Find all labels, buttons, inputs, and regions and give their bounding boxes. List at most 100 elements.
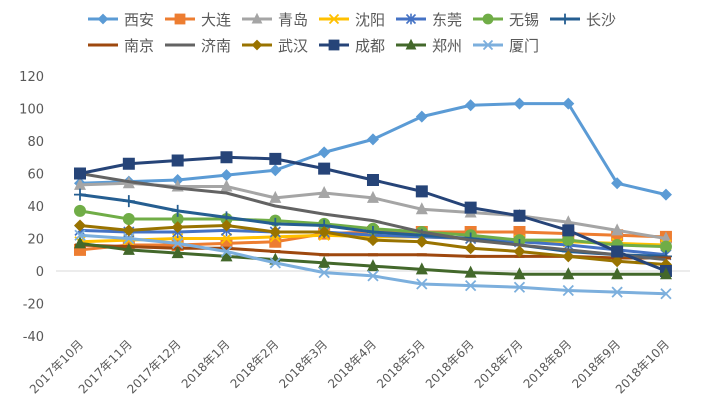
data-point [482, 39, 494, 51]
data-point [415, 235, 428, 248]
data-point [97, 13, 109, 25]
x-tick-label: 2018年6月 [423, 337, 477, 391]
legend-item: 武汉 [242, 37, 308, 55]
data-point [74, 177, 86, 190]
data-point [415, 110, 428, 123]
legend-label: 厦门 [509, 37, 539, 55]
data-point [562, 250, 575, 263]
legend-item: 西安 [88, 11, 154, 29]
data-point [74, 188, 86, 201]
data-point [122, 195, 135, 208]
data-point [251, 39, 263, 51]
legend-item: 郑州 [396, 37, 462, 55]
legend-item: 厦门 [473, 37, 539, 55]
data-point [328, 39, 340, 51]
data-point [562, 234, 575, 247]
data-point [220, 169, 233, 182]
data-point [220, 219, 233, 232]
series-成都 [74, 151, 672, 277]
data-point [171, 246, 184, 259]
data-point [318, 146, 331, 159]
data-point [659, 240, 672, 253]
data-point [74, 204, 86, 217]
y-tick-label: 60 [27, 168, 44, 183]
data-point [513, 97, 526, 110]
data-point [318, 255, 331, 268]
legend-label: 郑州 [432, 37, 462, 55]
legend-item: 沈阳 [319, 11, 385, 29]
data-point [464, 201, 477, 214]
legend-item: 成都 [319, 37, 385, 55]
data-point [659, 267, 672, 280]
legend-item: 长沙 [550, 11, 616, 29]
data-point [318, 162, 331, 175]
x-tick-label: 2018年8月 [521, 337, 575, 391]
data-point [318, 266, 330, 279]
data-point [123, 232, 135, 245]
data-point [220, 249, 233, 262]
data-point [269, 164, 282, 177]
data-point [74, 219, 86, 232]
data-point [415, 185, 428, 198]
data-point [171, 204, 184, 217]
data-point [366, 190, 379, 203]
data-point [122, 213, 135, 225]
x-tick-label: 2018年3月 [276, 337, 330, 391]
legend-label: 无锡 [509, 11, 539, 29]
data-point [366, 234, 379, 247]
data-point [611, 286, 623, 298]
legend-item: 青岛 [242, 11, 308, 29]
data-point [562, 224, 575, 237]
data-point [513, 281, 526, 293]
data-point [220, 232, 233, 245]
data-point [482, 13, 494, 25]
data-point [611, 177, 624, 190]
x-tick-label: 2018年5月 [374, 337, 428, 391]
data-point [318, 186, 331, 198]
legend-label: 武汉 [278, 37, 308, 55]
data-point [562, 267, 575, 280]
data-point [611, 223, 624, 236]
y-tick-label: 20 [27, 233, 44, 248]
data-point [513, 267, 526, 280]
data-point [122, 224, 135, 237]
data-point [74, 167, 86, 180]
legend-item: 大连 [165, 11, 231, 29]
legend-label: 青岛 [278, 11, 308, 29]
series-厦门 [74, 229, 672, 300]
data-point [122, 242, 135, 255]
data-point [367, 270, 379, 282]
y-tick-label: -40 [23, 330, 44, 345]
series-line [79, 172, 667, 262]
data-point [328, 13, 340, 25]
data-point [251, 12, 263, 24]
data-point [220, 245, 233, 258]
data-point [74, 236, 86, 249]
data-point [74, 229, 86, 241]
data-point [559, 13, 571, 25]
x-tick-label: 2018年7月 [472, 337, 526, 391]
y-tick-label: 100 [19, 103, 44, 118]
data-point [464, 265, 477, 278]
legend-label: 南京 [124, 37, 154, 55]
x-tick-label: 2018年2月 [228, 337, 282, 391]
data-point [269, 257, 281, 269]
y-axis: -40 -20 0 20 40 60 80 100 120 [19, 70, 44, 345]
y-tick-label: 80 [27, 135, 44, 150]
legend-item: 济南 [165, 37, 231, 55]
data-point [172, 237, 184, 250]
data-point [660, 288, 672, 300]
data-point [318, 226, 331, 238]
x-tick-label: 2018年1月 [179, 337, 233, 391]
data-point [611, 255, 624, 268]
y-tick-label: -20 [23, 298, 44, 313]
data-point [464, 242, 477, 255]
legend-label: 济南 [201, 37, 231, 55]
y-tick-label: 120 [19, 70, 44, 85]
data-point [415, 262, 428, 275]
y-tick-label: 40 [27, 200, 44, 215]
x-tick-label: 2018年4月 [325, 337, 379, 391]
series-济南 [79, 172, 667, 262]
data-point [513, 209, 526, 222]
